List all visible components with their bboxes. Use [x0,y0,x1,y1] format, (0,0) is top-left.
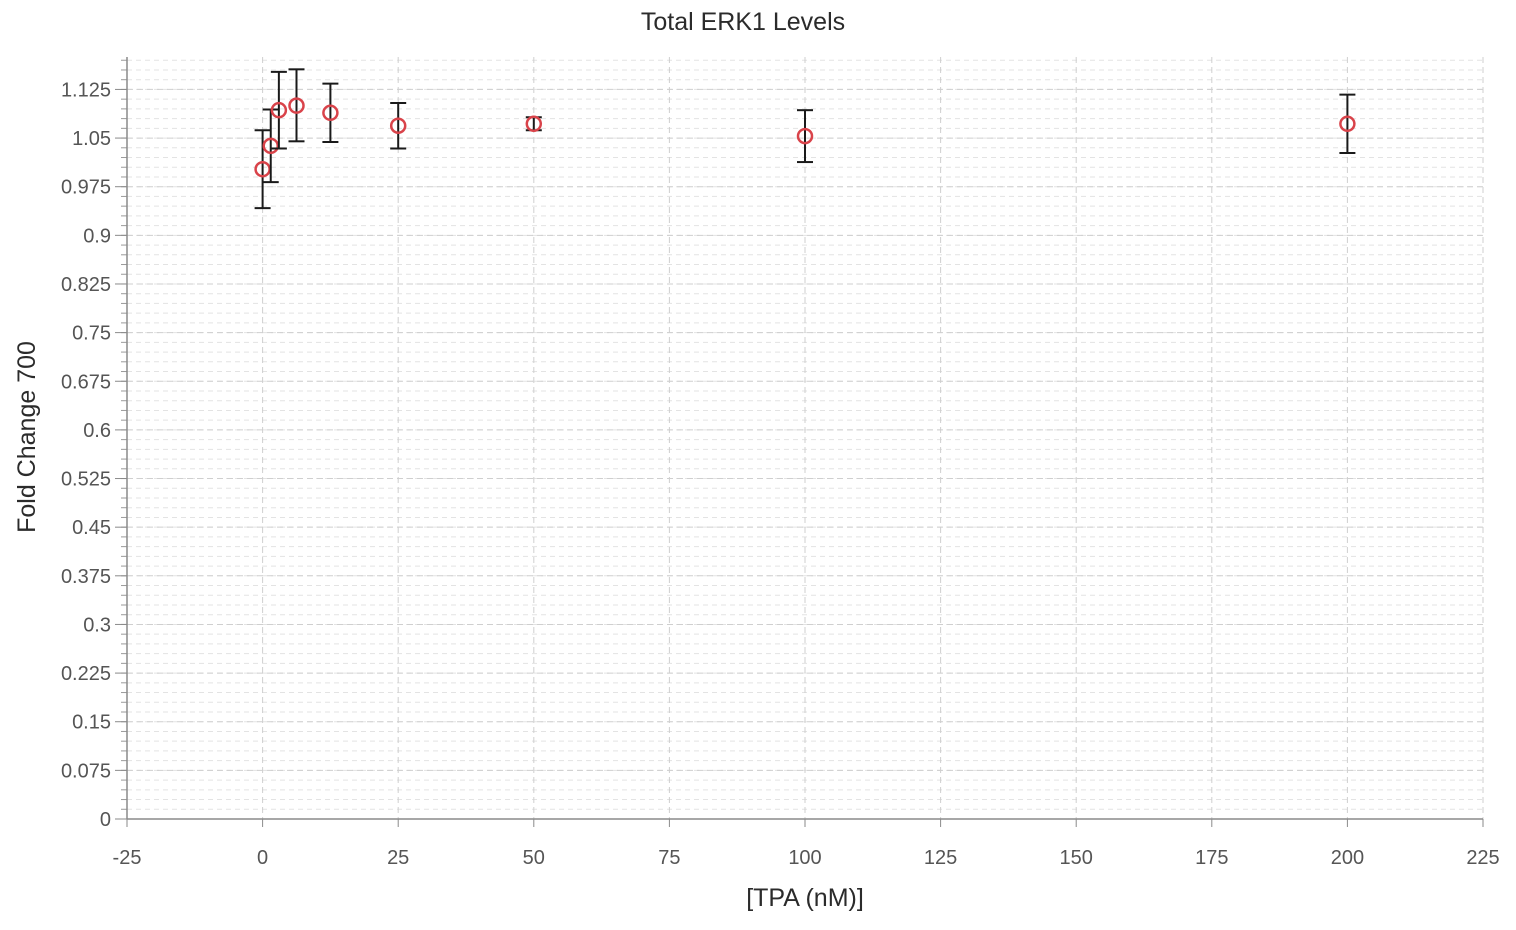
point-marker [1339,115,1356,133]
point-marker [525,115,543,133]
data-point [322,82,339,143]
x-tick-label: 175 [1195,847,1228,869]
data-point [389,102,407,150]
y-axis-label: Fold Change 700 [13,341,41,533]
x-tick-label: 50 [523,847,545,869]
y-tick-label: 1.125 [61,79,111,101]
point-marker [288,97,305,114]
y-tick-label: 0.825 [61,274,111,296]
point-marker [270,101,288,119]
chart-title: Total ERK1 Levels [641,8,845,36]
y-tick-label: 0.375 [61,566,111,588]
data-point [796,109,814,164]
data-point [262,108,279,184]
point-marker [254,160,271,178]
x-tick-label: 125 [924,847,957,869]
y-tick-label: 0 [100,809,111,831]
x-tick-label: 0 [257,847,268,869]
x-tick-label: 75 [658,847,680,869]
y-tick-label: 0.45 [72,517,111,539]
grid [126,57,1484,820]
y-tick-label: 1.05 [72,128,111,150]
data-point [254,129,271,210]
y-tick-label: 0.75 [72,323,111,345]
y-tick-label: 0.675 [61,371,111,393]
axes [115,57,1484,827]
y-axis-ticks: 0 0.075 0.15 0.225 0.3 0.375 0.45 0.525 0.6 0.675… [61,79,111,831]
y-tick-label: 0.975 [61,177,111,199]
point-marker [322,104,339,122]
x-tick-label: -25 [113,847,142,869]
x-tick-label: 200 [1331,847,1364,869]
point-marker [796,127,814,145]
y-tick-label: 0.6 [83,420,111,442]
data-point [270,70,288,150]
point-marker [262,137,279,155]
x-tick-label: 150 [1060,847,1093,869]
data-point [1339,93,1356,154]
x-tick-label: 25 [387,847,409,869]
point-marker [389,117,407,134]
data-point [288,68,305,143]
x-tick-label: 100 [788,847,821,869]
y-tick-label: 0.525 [61,469,111,491]
y-tick-label: 0.9 [83,225,111,247]
x-axis-ticks: -25 0 25 50 75 100 125 150 175 200 225 [113,847,1500,869]
y-tick-label: 0.225 [61,663,111,685]
data-points [254,68,1356,210]
y-tick-label: 0.3 [83,614,111,636]
x-tick-label: 225 [1466,847,1499,869]
y-tick-label: 0.15 [72,712,111,734]
x-axis-label: [TPA (nM)] [746,884,864,912]
y-tick-label: 0.075 [61,760,111,782]
data-point [525,115,543,133]
